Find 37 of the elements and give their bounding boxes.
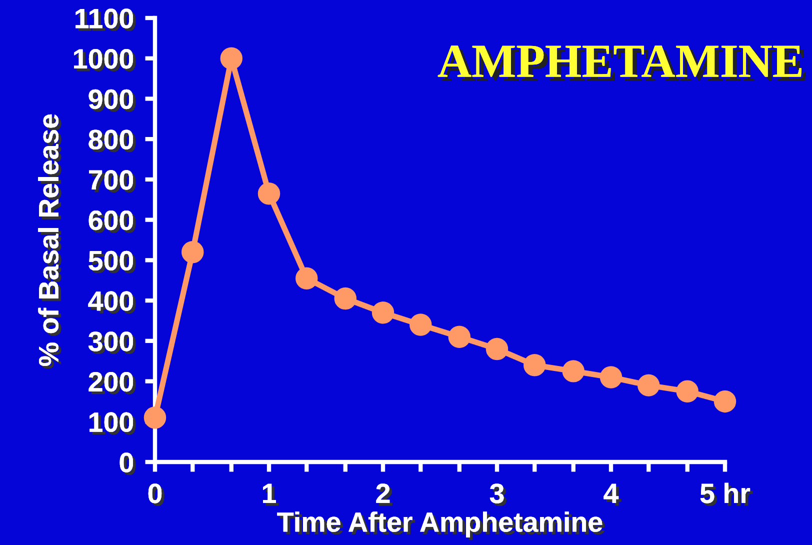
point xyxy=(182,241,204,264)
point xyxy=(448,326,470,348)
point xyxy=(372,302,394,324)
chart-title: AMPHETAMINE xyxy=(438,46,806,81)
y-tick-label: 500 xyxy=(88,250,136,274)
x-tick-label: 4 xyxy=(604,484,622,506)
point xyxy=(296,267,318,290)
y-tick-label: 800 xyxy=(88,130,136,152)
point xyxy=(524,354,546,376)
y-tick-label: 900 xyxy=(88,89,136,112)
point xyxy=(258,182,280,205)
x-tick-label: 3 xyxy=(490,484,506,506)
x-tick-label: 0 xyxy=(148,484,164,506)
y-tick-label: 1000 xyxy=(74,49,136,72)
y-tick-label: 0 xyxy=(120,452,136,476)
point xyxy=(334,287,356,310)
y-tick-label: 600 xyxy=(88,210,136,233)
x-tick-label: 5 hr xyxy=(700,482,753,506)
y-tick-label: 400 xyxy=(88,291,136,314)
point xyxy=(676,380,698,402)
x-axis-title: Time After Amphetamine xyxy=(277,512,605,540)
point xyxy=(144,406,166,429)
y-tick-label: 300 xyxy=(88,332,136,354)
x-tick-label: 2 xyxy=(376,484,392,506)
point xyxy=(600,366,622,388)
point xyxy=(220,47,242,70)
y-tick-label: 200 xyxy=(88,372,136,394)
y-axis-title: % of Basal Release xyxy=(38,114,62,369)
point xyxy=(638,374,660,396)
point xyxy=(486,338,508,360)
y-tick-label: 100 xyxy=(90,412,136,435)
point xyxy=(714,390,736,413)
point xyxy=(410,314,432,336)
y-tick-label: 700 xyxy=(89,170,136,193)
point xyxy=(562,360,584,382)
x-tick-label: 1 xyxy=(263,484,279,506)
y-tick-label: 1100 xyxy=(76,8,136,32)
